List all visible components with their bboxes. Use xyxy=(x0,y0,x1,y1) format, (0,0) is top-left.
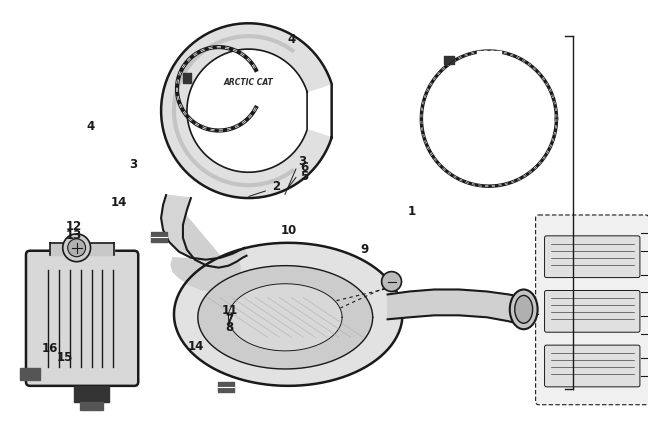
Text: 3: 3 xyxy=(129,158,137,171)
Text: 4: 4 xyxy=(86,120,94,134)
Text: 14: 14 xyxy=(111,196,127,209)
Text: 4: 4 xyxy=(287,33,296,46)
Polygon shape xyxy=(387,290,524,325)
Circle shape xyxy=(68,239,86,257)
Text: 16: 16 xyxy=(42,343,58,355)
Polygon shape xyxy=(228,284,342,351)
Polygon shape xyxy=(171,200,240,291)
Text: 9: 9 xyxy=(361,243,369,257)
FancyBboxPatch shape xyxy=(545,290,640,332)
Text: 11: 11 xyxy=(222,304,238,318)
Text: 3: 3 xyxy=(298,155,306,168)
Text: 5: 5 xyxy=(300,170,309,183)
FancyBboxPatch shape xyxy=(26,251,138,386)
Polygon shape xyxy=(20,368,40,380)
Text: 15: 15 xyxy=(57,351,73,364)
Polygon shape xyxy=(174,243,402,386)
Ellipse shape xyxy=(515,296,532,323)
Circle shape xyxy=(382,272,402,291)
Text: 2: 2 xyxy=(272,180,280,193)
Circle shape xyxy=(63,234,90,262)
Text: 6: 6 xyxy=(300,161,309,174)
Text: 13: 13 xyxy=(66,229,82,242)
Polygon shape xyxy=(198,266,372,369)
Polygon shape xyxy=(161,23,332,198)
Text: 10: 10 xyxy=(281,224,297,237)
Ellipse shape xyxy=(510,290,538,329)
FancyBboxPatch shape xyxy=(536,215,649,405)
Text: 7: 7 xyxy=(225,313,233,326)
Polygon shape xyxy=(50,243,114,255)
Text: 8: 8 xyxy=(225,321,233,335)
Text: 1: 1 xyxy=(408,206,416,218)
FancyBboxPatch shape xyxy=(545,345,640,387)
Text: ARCTIC CAT: ARCTIC CAT xyxy=(224,78,274,87)
Text: 12: 12 xyxy=(66,220,82,233)
Text: 14: 14 xyxy=(188,340,205,353)
FancyBboxPatch shape xyxy=(545,236,640,278)
Polygon shape xyxy=(79,402,103,410)
Polygon shape xyxy=(161,195,246,268)
Polygon shape xyxy=(73,386,109,402)
